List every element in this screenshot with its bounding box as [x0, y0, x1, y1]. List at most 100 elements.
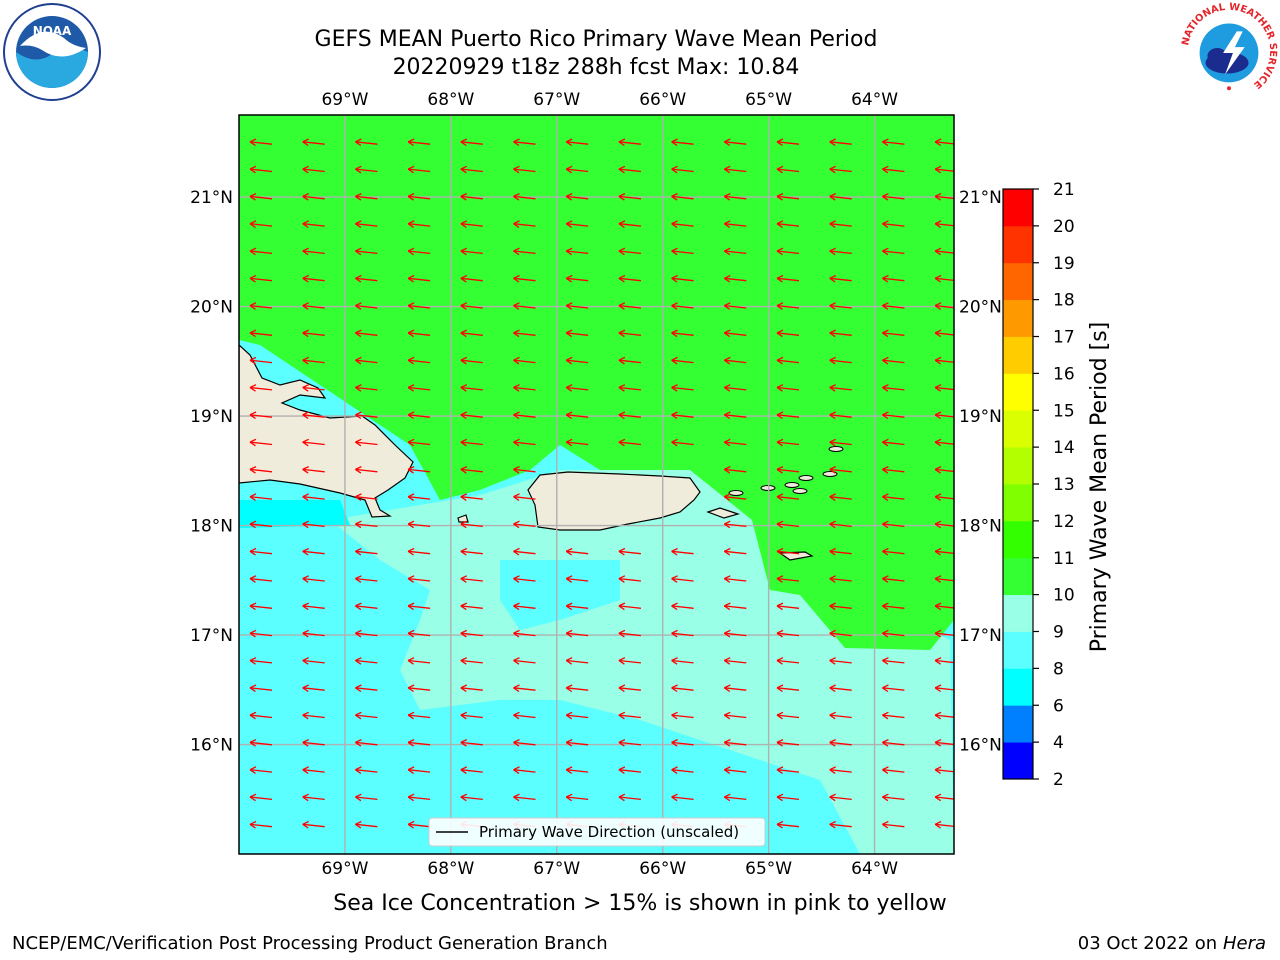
colorbar-tick-label: 9	[1053, 623, 1064, 643]
wave-direction-arrow	[829, 274, 852, 283]
lon-label-top: 67°W	[533, 90, 580, 110]
wave-direction-arrow	[407, 766, 431, 774]
wave-direction-arrow	[671, 629, 694, 638]
lat-label-left: 16°N	[190, 736, 233, 756]
wave-direction-arrow	[565, 766, 589, 774]
wave-direction-arrow	[460, 220, 483, 228]
lat-label-left: 20°N	[190, 298, 233, 318]
wave-direction-arrow	[407, 138, 431, 147]
wave-direction-arrow	[882, 220, 905, 228]
wave-direction-arrow	[460, 247, 483, 256]
colorbar-tick-label: 2	[1053, 770, 1064, 790]
wave-direction-arrow	[513, 766, 536, 774]
wave-direction-arrow	[513, 684, 536, 693]
wave-direction-arrow	[829, 766, 852, 774]
wave-direction-arrow	[355, 520, 378, 529]
wave-direction-arrow	[882, 793, 905, 802]
wave-direction-arrow	[882, 247, 905, 256]
colorbar-swatch	[1003, 484, 1033, 522]
wave-direction-arrow	[618, 302, 641, 310]
wave-direction-arrow	[882, 766, 905, 774]
wave-direction-arrow	[882, 356, 905, 365]
wave-direction-arrow	[829, 193, 852, 201]
wave-direction-arrow	[565, 629, 589, 638]
wave-direction-arrow	[460, 629, 483, 638]
wave-direction-arrow	[882, 384, 905, 392]
wave-direction-arrow	[513, 493, 536, 501]
wave-direction-arrow	[776, 165, 800, 174]
virgin-island-4	[828, 446, 844, 452]
virgin-island-3	[822, 471, 838, 477]
wave-direction-arrow	[355, 165, 378, 174]
wave-direction-arrow	[249, 329, 273, 338]
wave-direction-arrow	[882, 274, 905, 283]
wave-direction-arrow	[407, 547, 431, 556]
colorbar-tick-label: 8	[1053, 659, 1064, 679]
wave-direction-arrow	[407, 247, 431, 256]
wave-direction-arrow	[407, 739, 431, 747]
generation-date: 03 Oct 2022 on Hera	[1078, 933, 1266, 954]
wave-direction-arrow	[513, 575, 536, 583]
wave-direction-arrow	[776, 684, 800, 693]
wave-direction-arrow	[249, 575, 273, 583]
wave-direction-arrow	[249, 629, 273, 638]
wave-direction-arrow	[829, 466, 852, 474]
wave-direction-arrow	[829, 138, 852, 147]
wave-direction-arrow	[829, 493, 852, 501]
lon-label-bottom: 68°W	[427, 859, 474, 879]
wave-direction-arrow	[513, 411, 536, 420]
wave-direction-arrow	[407, 220, 431, 228]
wave-direction-arrow	[723, 793, 747, 802]
colorbar-label: Primary Wave Mean Period [s]	[1087, 322, 1112, 653]
lat-label-right: 20°N	[959, 298, 1002, 318]
wave-direction-arrow	[882, 684, 905, 693]
map-legend: Primary Wave Direction (unscaled)	[428, 817, 766, 847]
wave-direction-arrow	[407, 602, 431, 611]
wave-direction-arrow	[460, 274, 483, 283]
wave-direction-arrow	[723, 657, 747, 665]
wave-direction-arrow	[671, 329, 694, 338]
wave-direction-arrow	[407, 629, 431, 638]
wave-direction-arrow	[723, 165, 747, 174]
wave-direction-arrow	[302, 247, 325, 256]
wave-direction-arrow	[723, 684, 747, 693]
wave-direction-arrow	[565, 739, 589, 747]
wave-direction-arrow	[723, 411, 747, 420]
producer-credit: NCEP/EMC/Verification Post Processing Pr…	[12, 933, 608, 954]
wave-direction-arrow	[723, 438, 747, 447]
wave-direction-arrow	[355, 575, 378, 583]
wave-direction-arrow	[723, 520, 747, 529]
wave-direction-arrow	[249, 793, 273, 802]
wave-direction-arrow	[882, 438, 905, 447]
colorbar-ticks: 2 4 6 8 9 10 11 12 13 14 15 16 17 18 19 20 21	[1033, 180, 1075, 790]
wave-direction-arrow	[882, 820, 905, 829]
wave-direction-arrow	[355, 438, 378, 447]
wave-direction-arrow	[513, 329, 536, 338]
chart-subtitle: 20220929 t18z 288h fcst Max: 10.84	[392, 55, 800, 80]
wave-direction-arrow	[565, 684, 589, 693]
wave-direction-arrow	[882, 165, 905, 174]
wave-direction-arrow	[407, 165, 431, 174]
lat-label-right: 18°N	[959, 517, 1002, 537]
wave-direction-arrow	[249, 302, 273, 310]
lat-label-right: 16°N	[959, 736, 1002, 756]
virgin-island-1	[784, 482, 800, 488]
wave-direction-arrow	[513, 520, 536, 529]
wave-direction-arrow	[723, 493, 747, 501]
wave-direction-arrow	[882, 739, 905, 747]
wave-direction-arrow	[302, 766, 325, 774]
wave-direction-arrow	[249, 411, 273, 420]
wave-direction-arrow	[723, 602, 747, 611]
wave-direction-arrow	[671, 602, 694, 611]
vieques-land	[706, 507, 741, 519]
wave-direction-arrow	[671, 302, 694, 310]
wave-direction-arrow	[829, 329, 852, 338]
wave-direction-arrow	[355, 274, 378, 283]
wave-direction-arrow	[460, 657, 483, 665]
wave-direction-arrow	[249, 657, 273, 665]
wave-direction-arrow	[565, 165, 589, 174]
wave-direction-arrow	[407, 329, 431, 338]
wave-direction-arrow	[460, 411, 483, 420]
wave-direction-arrow	[565, 793, 589, 802]
colorbar-tick-label: 17	[1053, 328, 1075, 348]
